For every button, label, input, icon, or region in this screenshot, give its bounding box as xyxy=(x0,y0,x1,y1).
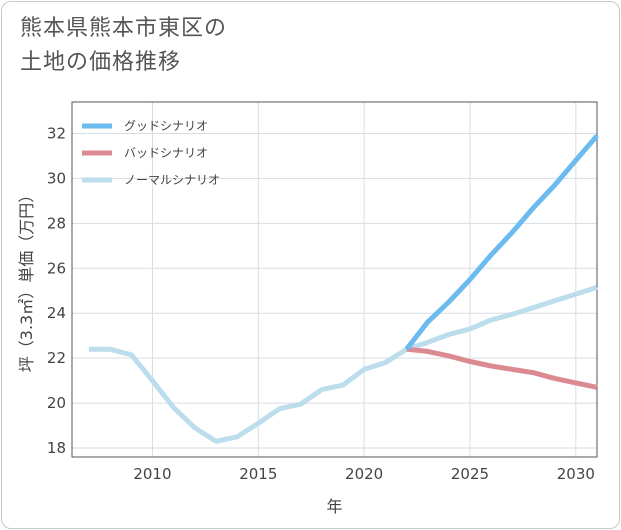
x-tick-label: 2015 xyxy=(239,465,277,483)
x-tick-label: 2030 xyxy=(557,465,595,483)
legend-label-good: グッドシナリオ xyxy=(124,119,208,133)
legend-label-normal: ノーマルシナリオ xyxy=(124,173,220,187)
tick-labels: 2010 2015 2020 2025 2030 18 20 22 24 26 28 30 32 xyxy=(47,124,595,483)
y-tick-label: 20 xyxy=(47,394,66,412)
legend-label-bad: バッドシナリオ xyxy=(124,146,208,160)
series-lines xyxy=(88,134,599,444)
y-tick-label: 30 xyxy=(47,169,66,187)
y-tick-label: 32 xyxy=(47,124,66,142)
x-tick-label: 2010 xyxy=(133,465,171,483)
series-line-bad xyxy=(406,346,598,390)
x-tick-label: 2025 xyxy=(451,465,489,483)
series-line-good xyxy=(404,134,599,351)
chart-title: 熊本県熊本市東区の 土地の価格推移 xyxy=(20,12,227,80)
y-tick-label: 22 xyxy=(47,349,66,367)
y-tick-label: 28 xyxy=(47,214,66,232)
y-axis-label: 坪（3.3㎡）単価（万円） xyxy=(17,187,36,372)
chart-title-line-2: 土地の価格推移 xyxy=(20,50,182,75)
series-line-normal xyxy=(88,285,598,444)
x-axis-label: 年 xyxy=(326,497,342,516)
chart-title-line-1: 熊本県熊本市東区の xyxy=(20,16,228,41)
plot-area-frame xyxy=(71,101,598,458)
x-tick-label: 2020 xyxy=(345,465,383,483)
y-tick-label: 18 xyxy=(47,439,66,457)
y-tick-label: 24 xyxy=(47,304,66,322)
y-tick-label: 26 xyxy=(47,259,66,277)
